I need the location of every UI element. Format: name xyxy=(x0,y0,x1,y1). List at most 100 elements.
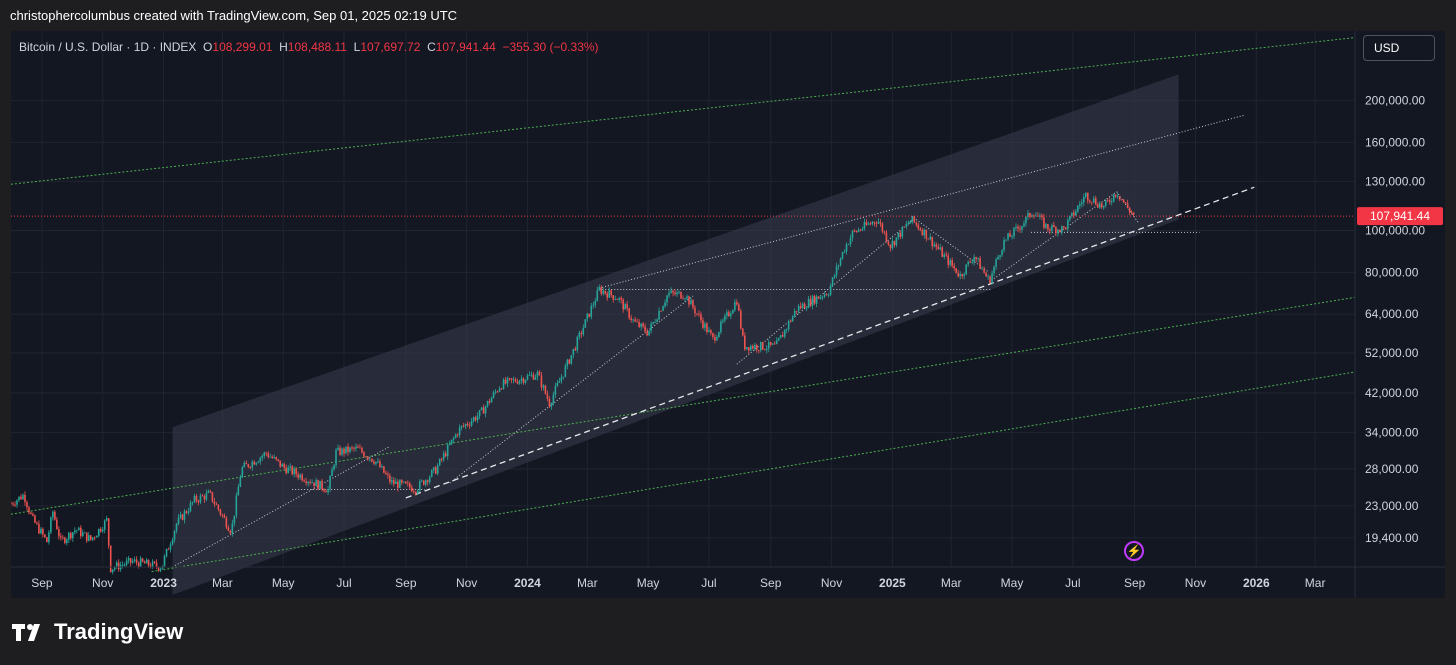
candle-body xyxy=(658,310,660,320)
candle-body xyxy=(831,277,834,286)
candle-body xyxy=(935,244,938,247)
candle-body xyxy=(799,306,802,309)
candle-body xyxy=(736,302,738,305)
candle-body xyxy=(606,293,609,298)
diagonal-dotted-line xyxy=(449,295,694,484)
diagonal-dotted-line xyxy=(172,446,390,568)
candle-body xyxy=(538,371,541,376)
y-tick-label: 200,000.00 xyxy=(1365,94,1425,108)
candle-body xyxy=(803,303,806,309)
candle-body xyxy=(821,296,824,298)
candle-body xyxy=(377,461,379,463)
candle-body xyxy=(907,223,910,225)
candle-body xyxy=(963,274,965,277)
chart-panel[interactable]: 19,400.00 23,000.00 28,000.00 34,000.00 42,0… xyxy=(11,31,1445,598)
candle-body xyxy=(145,559,148,564)
candle-body xyxy=(409,483,411,488)
candle-body xyxy=(331,469,333,477)
candle-body xyxy=(62,537,64,539)
candle-body xyxy=(149,565,152,568)
y-tick-label: 19,400.00 xyxy=(1365,531,1419,545)
candle-body xyxy=(197,500,200,503)
candle-body xyxy=(1098,203,1101,208)
candle-body xyxy=(185,511,188,513)
candle-body xyxy=(843,251,846,253)
candle-body xyxy=(476,415,479,421)
candle-body xyxy=(1112,194,1115,202)
candle-body xyxy=(345,446,347,454)
candle-body xyxy=(714,336,716,341)
last-price-badge xyxy=(1357,207,1443,226)
candle-body xyxy=(975,257,977,260)
symbol-legend: Bitcoin / U.S. Dollar · 1D · INDEX O108,… xyxy=(19,40,599,54)
lightning-icon[interactable]: ⚡ xyxy=(1124,541,1144,561)
candle-body xyxy=(450,439,453,444)
candle-body xyxy=(504,379,507,384)
candle-body xyxy=(405,481,407,484)
candle-body xyxy=(245,462,248,465)
candle-body xyxy=(1041,215,1043,218)
candle-body xyxy=(48,532,50,543)
candle-body xyxy=(235,495,238,516)
candle-body xyxy=(221,514,224,516)
candle-body xyxy=(14,504,16,506)
candle-body xyxy=(769,341,772,345)
candle-body xyxy=(255,462,258,465)
candle-body xyxy=(576,336,579,351)
candle-body xyxy=(341,448,343,455)
candle-body xyxy=(430,470,433,477)
candle-body xyxy=(488,400,491,403)
candle-body xyxy=(173,531,176,540)
candle-body xyxy=(349,447,351,453)
currency-button[interactable]: USD xyxy=(1363,35,1435,61)
candle-body xyxy=(524,379,527,383)
candle-body xyxy=(1043,217,1045,228)
candle-body xyxy=(518,380,521,384)
candle-body xyxy=(604,290,607,294)
candle-body xyxy=(213,501,216,504)
candle-body xyxy=(287,467,289,474)
candle-body xyxy=(1094,198,1097,205)
candle-body xyxy=(827,294,830,296)
candle-body xyxy=(759,341,762,351)
candle-body xyxy=(52,511,54,518)
candle-body xyxy=(961,274,963,277)
candle-body xyxy=(117,562,120,570)
candle-body xyxy=(207,491,210,493)
candle-body xyxy=(620,297,622,300)
candle-body xyxy=(24,494,26,503)
candle-body xyxy=(823,294,826,297)
candle-body xyxy=(971,261,973,263)
price-chart[interactable]: 19,400.00 23,000.00 28,000.00 34,000.00 42,0… xyxy=(11,31,1445,598)
x-tick-label: Nov xyxy=(92,576,113,590)
candle-body xyxy=(1059,229,1061,232)
candle-body xyxy=(929,236,932,240)
x-tick-label: Jul xyxy=(1065,576,1080,590)
candle-body xyxy=(901,226,904,237)
candle-body xyxy=(807,298,810,308)
candle-body xyxy=(596,290,599,302)
candle-body xyxy=(1035,215,1037,217)
candle-body xyxy=(97,528,100,536)
candle-body xyxy=(1055,227,1057,234)
candle-body xyxy=(32,513,34,516)
candle-body xyxy=(773,343,776,345)
candle-body xyxy=(165,548,168,557)
candle-body xyxy=(909,221,912,224)
candle-body xyxy=(413,491,415,493)
candle-body xyxy=(815,296,818,304)
candle-body xyxy=(153,561,156,563)
candle-body xyxy=(847,244,850,246)
candle-body xyxy=(464,424,467,427)
candle-body xyxy=(337,447,339,450)
candle-body xyxy=(211,492,214,502)
candle-body xyxy=(927,238,930,240)
y-tick-label: 130,000.00 xyxy=(1365,174,1425,188)
candle-body xyxy=(36,522,38,524)
candle-body xyxy=(99,528,102,532)
candle-body xyxy=(87,535,90,541)
candle-body xyxy=(789,321,792,323)
candle-body xyxy=(839,258,842,266)
candle-body xyxy=(438,458,441,466)
candle-body xyxy=(532,374,535,380)
